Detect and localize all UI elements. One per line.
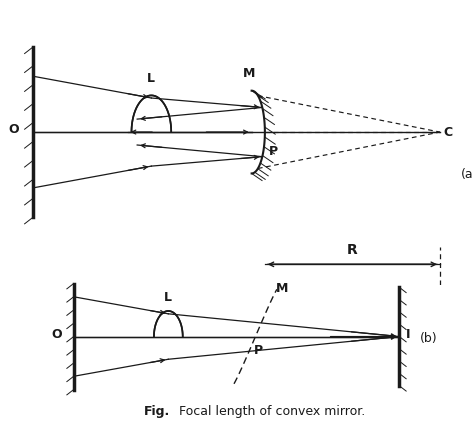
Text: Fig.: Fig. xyxy=(144,406,170,418)
Text: P: P xyxy=(254,344,263,357)
Text: R: R xyxy=(347,243,358,257)
Text: O: O xyxy=(9,123,19,136)
Text: I: I xyxy=(406,328,411,341)
Text: (a): (a) xyxy=(461,168,473,181)
Text: M: M xyxy=(276,282,289,295)
Text: C: C xyxy=(444,126,453,138)
Text: P: P xyxy=(269,145,278,158)
Text: M: M xyxy=(243,67,255,80)
Text: L: L xyxy=(164,291,172,304)
Text: O: O xyxy=(52,328,62,341)
Text: L: L xyxy=(148,72,155,85)
Text: Focal length of convex mirror.: Focal length of convex mirror. xyxy=(175,406,365,418)
Text: (b): (b) xyxy=(420,332,438,345)
